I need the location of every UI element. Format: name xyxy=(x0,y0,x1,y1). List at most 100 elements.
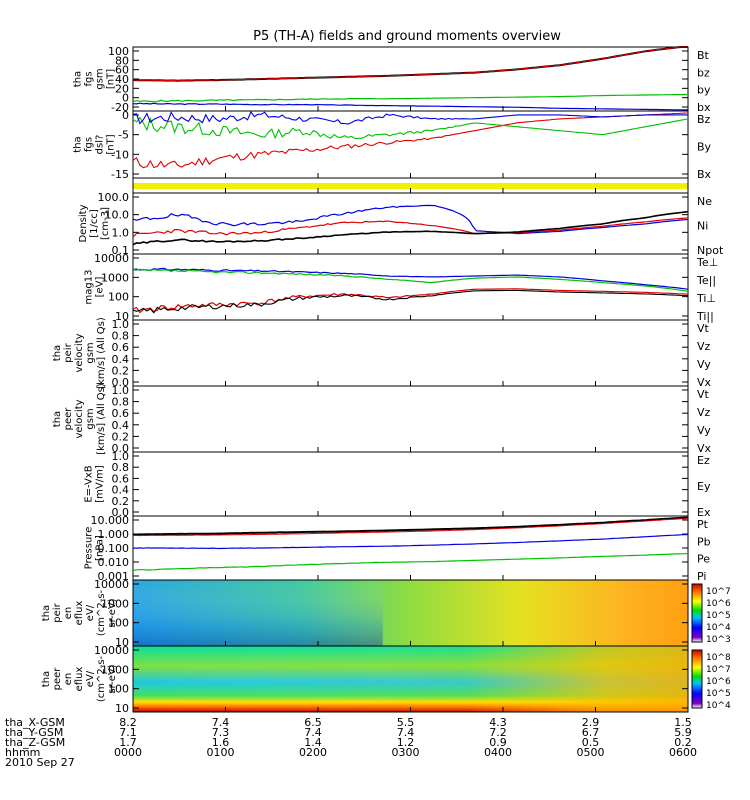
series-Bt xyxy=(133,46,688,82)
colorbar xyxy=(691,649,703,709)
legend-entry: Vx xyxy=(697,442,712,455)
series-Pb xyxy=(133,518,689,537)
y-tick-label: 80 xyxy=(115,54,129,67)
y-tick-label: 0.2 xyxy=(112,430,130,443)
colorbar-label: 10^3 xyxy=(706,635,731,645)
series-Npot xyxy=(132,204,689,235)
colorbar xyxy=(691,583,703,643)
series-By xyxy=(132,116,689,140)
y-axis-label: eflux xyxy=(74,601,85,626)
quality-flag-bar xyxy=(133,183,688,189)
panel-frame-temp xyxy=(132,253,689,321)
panel-frame-fgs xyxy=(132,46,689,112)
legend-entry: Bx xyxy=(697,168,712,181)
legend-entry: by xyxy=(697,84,711,97)
legend-entry: Vz xyxy=(697,340,711,353)
date-label: 2010 Sep 27 xyxy=(5,756,75,769)
legend-entry: Ez xyxy=(697,454,710,467)
y-tick-label: 0 xyxy=(122,109,129,122)
colorbar-label: 10^5 xyxy=(706,689,731,699)
y-axis-label: peer xyxy=(63,407,74,431)
x-tick-value: 1.4 xyxy=(304,736,322,749)
y-axis-label: (cm^2-s- xyxy=(96,589,107,636)
legend-entry: Te|| xyxy=(696,274,716,287)
panel-frame-efield xyxy=(132,451,689,517)
legend-entry: Ti⊥ xyxy=(696,292,716,305)
legend-entry: By xyxy=(697,141,712,154)
legend-entry: Ex xyxy=(697,506,711,519)
y-tick-label: 1.0 xyxy=(112,226,130,239)
y-tick-label: 0.1 xyxy=(112,244,130,257)
y-tick-label: 0.4 xyxy=(112,419,130,432)
x-tick-value: 6.5 xyxy=(304,716,322,729)
series-Ti_perp xyxy=(132,267,689,290)
y-tick-label: 0.6 xyxy=(112,407,130,420)
x-tick-value: 0100 xyxy=(207,746,235,759)
y-tick-label: 0.0 xyxy=(112,442,130,455)
y-tick-label: 100.0 xyxy=(98,191,130,204)
y-tick-label: 0.0 xyxy=(112,506,130,519)
y-tick-label: 10000 xyxy=(94,644,129,657)
y-tick-label: 1000 xyxy=(101,663,129,676)
y-axis-label: velocity xyxy=(74,399,85,438)
y-axis-label: tha xyxy=(52,345,63,361)
y-tick-label: 100 xyxy=(108,291,129,304)
y-tick-label: 1000 xyxy=(101,597,129,610)
legend-entry: Ni xyxy=(697,220,708,233)
x-tick-value: 0000 xyxy=(114,746,142,759)
x-tick-value: 7.3 xyxy=(212,726,230,739)
y-axis-label: velocity xyxy=(74,333,85,372)
series-Ne xyxy=(132,217,689,238)
y-tick-label: 0.0 xyxy=(112,376,130,389)
y-axis-label: tha xyxy=(73,71,84,87)
legend-entry: Vt xyxy=(697,388,710,401)
y-axis-label: gsm xyxy=(85,342,96,363)
y-tick-label: -15 xyxy=(111,168,129,181)
y-tick-label: 0.2 xyxy=(112,495,130,508)
y-tick-label: 0.8 xyxy=(112,396,130,409)
y-tick-label: 0.4 xyxy=(112,484,130,497)
colorbar-label: 10^5 xyxy=(706,611,731,621)
x-tick-value: 7.2 xyxy=(489,726,507,739)
x-row-label: hhmm xyxy=(5,746,40,759)
series-Te_par xyxy=(132,289,689,314)
peer-spectrogram-shade xyxy=(133,646,688,712)
x-tick-value: 4.3 xyxy=(489,716,507,729)
y-axis-label: (cm^2-s- xyxy=(96,655,107,702)
series-Bz xyxy=(132,112,689,169)
y-axis-label: mag13 xyxy=(84,270,95,305)
legend-entry: Pe xyxy=(697,553,710,566)
y-tick-label: 100 xyxy=(108,617,129,630)
panel-frame-peer_vel xyxy=(132,385,689,453)
x-row-label: tha_Y-GSM xyxy=(5,726,63,739)
y-tick-label: 1.0 xyxy=(112,318,130,331)
y-axis-label: gsm xyxy=(95,68,106,89)
legend-entry: Vy xyxy=(697,424,711,437)
x-tick-value: 8.2 xyxy=(119,716,137,729)
x-tick-value: 0300 xyxy=(392,746,420,759)
series-Pt xyxy=(132,516,689,536)
y-tick-label: 1.000 xyxy=(98,528,130,541)
legend-entry: Ti|| xyxy=(696,310,714,323)
colorbar-label: 10^6 xyxy=(706,677,731,687)
y-tick-label: 10 xyxy=(115,310,129,323)
peir-spectrogram-shade xyxy=(133,580,383,646)
y-axis-label: en xyxy=(63,607,74,620)
series-Pe xyxy=(132,552,689,572)
x-tick-value: 7.4 xyxy=(397,726,415,739)
x-tick-value: 0600 xyxy=(669,746,697,759)
y-axis-label: tha xyxy=(41,605,52,621)
legend-entry: Bt xyxy=(697,49,710,62)
series-Pi xyxy=(132,533,689,550)
x-tick-value: 1.5 xyxy=(674,716,692,729)
y-axis-label: [nT] xyxy=(106,69,117,89)
y-axis-label: en xyxy=(63,673,74,686)
x-tick-value: 0400 xyxy=(484,746,512,759)
y-tick-label: 10 xyxy=(115,636,129,649)
x-tick-value: 0.5 xyxy=(582,736,600,749)
colorbar-label: 10^6 xyxy=(706,599,731,609)
y-axis-label: E=-VxB xyxy=(84,465,95,502)
y-tick-label: 10000 xyxy=(94,578,129,591)
y-tick-label: 10 xyxy=(115,702,129,715)
legend-entry: Ne xyxy=(697,195,712,208)
